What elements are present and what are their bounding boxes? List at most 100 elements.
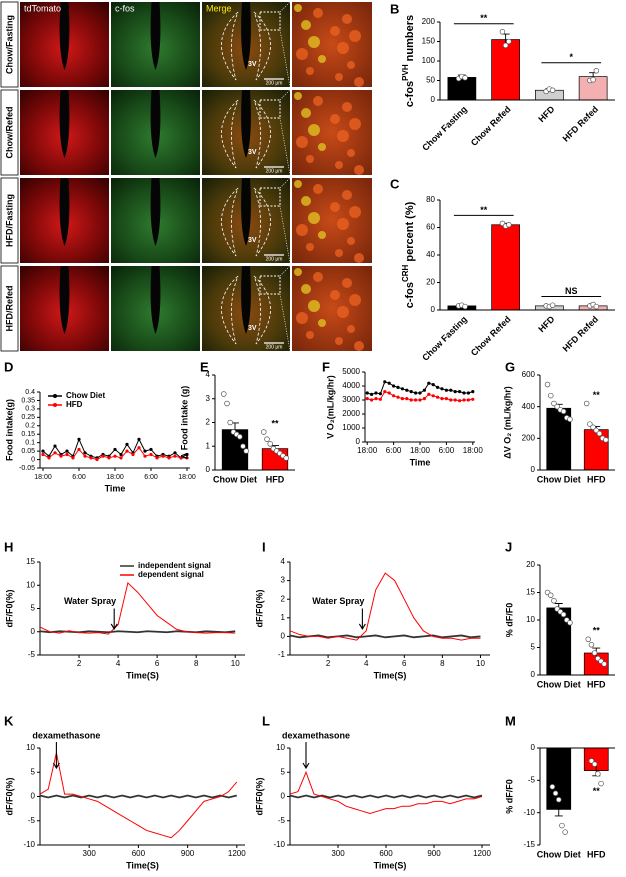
marker <box>77 447 81 452</box>
y-tick-label: 0.3 <box>25 406 35 413</box>
y-axis-label: dF/F0(%) <box>254 778 264 816</box>
outline <box>221 275 239 345</box>
y-axis-label-after: percent (%) <box>404 201 416 264</box>
marker <box>161 454 165 458</box>
x-axis-label: Time <box>410 457 431 467</box>
marker <box>471 397 475 401</box>
y-tick-label: 0.05 <box>21 448 35 455</box>
marker <box>125 449 129 453</box>
x-tick-label: HFD Refed <box>561 104 601 144</box>
cell <box>301 20 311 30</box>
y-tick-label: 0 <box>281 792 286 801</box>
y-tick-label: -10 <box>523 808 535 817</box>
cell <box>294 180 302 188</box>
row-label: Chow/Refed <box>4 106 14 158</box>
cell <box>296 312 308 324</box>
x-tick-label: 1200 <box>228 849 246 858</box>
row-label: Chow/Fasting <box>4 15 14 74</box>
x-tick-label: HFD <box>536 104 557 125</box>
marker <box>383 380 387 384</box>
marker <box>374 397 378 401</box>
y-tick-label: 0.4 <box>25 389 35 396</box>
event-label: dexamethasone <box>32 730 100 740</box>
marker <box>427 381 431 385</box>
x-tick-label: 18:00 <box>463 446 484 455</box>
y-tick-label: -15 <box>523 840 535 849</box>
cell <box>342 14 352 24</box>
cell <box>337 130 349 142</box>
data-point <box>601 661 607 667</box>
x-tick-label: 2 <box>326 659 331 668</box>
series-line <box>39 794 238 799</box>
y-tick-label: 10 <box>276 743 285 752</box>
marker <box>41 452 45 457</box>
y-axis-label: c-fosCRH percent (%) <box>401 201 416 308</box>
marker <box>427 392 431 396</box>
marker <box>113 447 117 452</box>
row-label-box <box>0 265 19 352</box>
x-tick-label: 18:00 <box>357 446 378 455</box>
y-axis-label: Food intake(g) <box>4 399 14 461</box>
y-tick-label: 80 <box>426 195 435 204</box>
y-axis-label-sup: PVH <box>401 64 410 81</box>
marker <box>71 456 75 460</box>
marker <box>418 398 422 402</box>
x-axis-label: Time <box>105 483 126 493</box>
data-point <box>227 419 233 426</box>
row-label-box <box>0 89 19 176</box>
marker <box>119 456 123 460</box>
panel-label: J <box>505 539 512 554</box>
cell <box>318 231 326 239</box>
data-point <box>544 381 551 388</box>
x-axis-label: Time(S) <box>126 860 159 870</box>
y-tick-label: 3000 <box>342 395 360 404</box>
y-tick-label: 20 <box>426 278 435 287</box>
marker <box>431 394 435 398</box>
marker <box>418 391 422 395</box>
cell <box>308 212 320 224</box>
cell <box>349 118 361 130</box>
event-label: Water Spray <box>64 596 116 606</box>
marker <box>155 456 159 460</box>
marker <box>444 397 448 401</box>
ventricle-label: 3V <box>248 149 257 156</box>
zoom-guide <box>279 265 291 352</box>
x-tick-label: Chow Fasting <box>420 104 469 153</box>
data-point <box>591 761 598 767</box>
data-point <box>506 222 512 228</box>
data-point <box>593 303 600 310</box>
marker <box>149 452 153 457</box>
data-point <box>462 75 468 81</box>
cell <box>354 253 364 263</box>
x-tick-label: 8 <box>440 659 445 668</box>
ventricle <box>241 266 251 334</box>
y-tick-label: 3 <box>281 576 286 585</box>
marker <box>59 454 63 458</box>
marker <box>400 387 404 391</box>
y-tick-label: 2000 <box>342 409 360 418</box>
marker <box>370 398 374 402</box>
cell <box>349 294 361 306</box>
marker <box>149 447 153 452</box>
cell <box>318 143 326 151</box>
y-tick-label: -5 <box>278 816 286 825</box>
marker <box>449 398 453 402</box>
y-tick-label: -10 <box>23 840 35 849</box>
series-line <box>289 634 481 639</box>
y-tick-label: 15 <box>526 588 535 597</box>
cell <box>308 300 320 312</box>
cell <box>313 96 323 106</box>
marker <box>137 446 141 450</box>
y-tick-label: 0.25 <box>21 414 35 421</box>
significance-label: NS <box>565 286 578 296</box>
x-tick-label: 600 <box>379 849 393 858</box>
data-point <box>588 641 595 648</box>
cell <box>308 124 320 136</box>
cell <box>306 67 314 75</box>
marker <box>173 454 177 458</box>
ventricle <box>59 90 70 158</box>
column-label: c-fos <box>115 3 135 13</box>
marker <box>378 397 382 401</box>
panel-label: F <box>322 359 330 374</box>
y-tick-label: -0.05 <box>19 465 35 472</box>
